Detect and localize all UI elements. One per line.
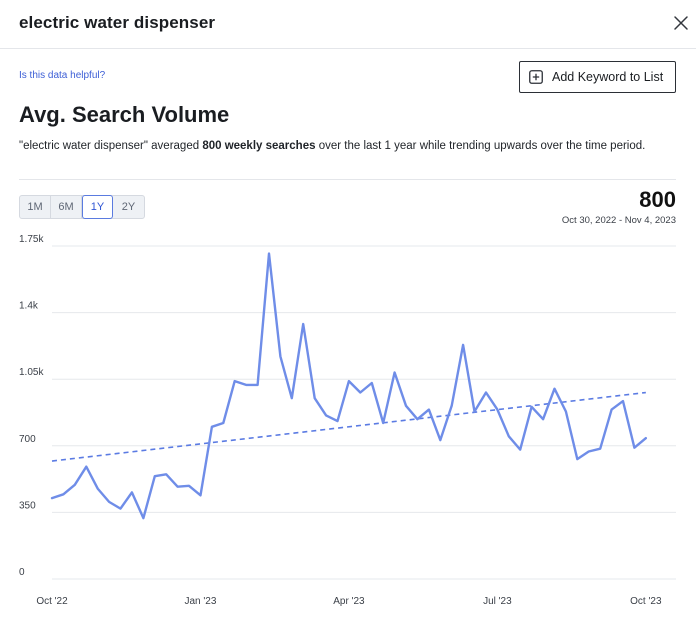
range-tab-6m[interactable]: 6M (51, 196, 82, 218)
description-suffix: over the last 1 year while trending upwa… (315, 140, 646, 152)
search-volume-line (50, 252, 647, 520)
add-keyword-to-list-button[interactable]: Add Keyword to List (519, 61, 676, 93)
trend-line (51, 391, 646, 462)
description-prefix: "electric water dispenser" averaged (19, 140, 203, 152)
plus-square-icon (529, 70, 543, 84)
x-tick-label: Oct '23 (630, 596, 662, 607)
y-tick-label: 0 (19, 567, 25, 578)
x-tick-label: Jan '23 (184, 596, 216, 607)
search-volume-description: "electric water dispenser" averaged 800 … (19, 138, 669, 154)
y-tick-label: 1.75k (19, 234, 44, 245)
x-tick-label: Apr '23 (333, 596, 365, 607)
range-tab-1m[interactable]: 1M (20, 196, 51, 218)
x-tick-label: Oct '22 (36, 596, 68, 607)
y-tick-label: 350 (19, 500, 36, 511)
date-range-label: Oct 30, 2022 - Nov 4, 2023 (561, 215, 676, 226)
time-range-selector: 1M 6M 1Y 2Y (19, 195, 145, 219)
modal-header: electric water dispenser (0, 0, 696, 49)
range-tab-2y[interactable]: 2Y (121, 201, 136, 213)
section-title: Avg. Search Volume (19, 102, 230, 127)
close-icon (674, 16, 688, 30)
modal-title: electric water dispenser (19, 13, 216, 32)
section-divider (19, 179, 676, 180)
range-tab-1y[interactable]: 1Y (82, 195, 113, 219)
description-highlight: 800 weekly searches (202, 140, 316, 152)
y-tick-label: 1.4k (19, 301, 39, 312)
add-keyword-label: Add Keyword to List (552, 70, 664, 84)
close-button[interactable] (672, 14, 690, 32)
data-helpful-link[interactable]: Is this data helpful? (19, 70, 106, 81)
y-tick-label: 700 (19, 434, 36, 445)
average-volume-value: 800 (639, 187, 676, 212)
search-volume-chart: 0 350 700 1.05k 1.4k 1.75k Oct '22 Jan '23 Apr '… (19, 234, 676, 607)
y-tick-label: 1.05k (19, 367, 44, 378)
x-tick-label: Jul '23 (483, 596, 512, 607)
